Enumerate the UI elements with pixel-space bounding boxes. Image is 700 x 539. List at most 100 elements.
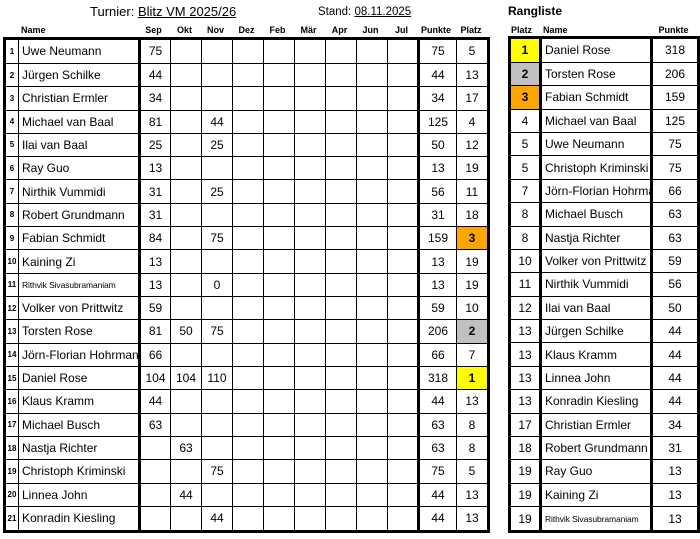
punkte-value: 75	[417, 459, 457, 484]
standings-row: 4 Michael van Baal 81 44 125 4	[4, 109, 489, 134]
rank-value: 10	[509, 248, 541, 274]
platz-value: 8	[456, 412, 489, 437]
month-score-nov	[201, 38, 233, 64]
month-score-mar	[294, 365, 326, 391]
month-score-sep: 84	[139, 226, 171, 251]
standings-row: 12 Volker von Prittwitz 59 59 10	[4, 295, 489, 321]
month-score-feb	[263, 342, 295, 367]
month-score-mar	[294, 295, 326, 321]
month-score-nov	[201, 412, 233, 437]
month-score-okt	[170, 226, 202, 251]
month-header-dez: Dez	[238, 25, 255, 35]
standings-row: 15 Daniel Rose 104 104 110 318 1	[4, 365, 489, 391]
rangliste-row: 13 Linnea John 44	[509, 365, 699, 391]
month-score-nov: 75	[201, 459, 233, 484]
punkte-value: 44	[417, 389, 457, 414]
month-score-okt	[170, 132, 202, 158]
month-score-mar	[294, 459, 326, 484]
month-score-feb	[263, 412, 295, 437]
month-score-dez	[232, 179, 264, 204]
month-score-jun	[356, 86, 388, 111]
month-score-jun	[356, 202, 388, 228]
punkte-value: 63	[417, 435, 457, 461]
punkte-value: 75	[650, 155, 699, 180]
punkte-value: 75	[417, 38, 457, 64]
month-score-jun	[356, 272, 388, 298]
punkte-value: 63	[417, 412, 457, 437]
month-score-jul	[387, 249, 419, 274]
player-name: Ray Guo	[539, 459, 652, 484]
month-score-sep: 81	[139, 109, 171, 134]
month-score-okt	[170, 459, 202, 484]
month-score-apr	[325, 132, 357, 158]
month-score-apr	[325, 459, 357, 484]
punkte-value: 34	[417, 86, 457, 111]
rangliste-row: 5 Christoph Kriminski 75	[509, 155, 699, 180]
month-score-sep	[139, 459, 171, 484]
month-score-apr	[325, 38, 357, 64]
row-number-header	[3, 25, 17, 36]
month-score-sep: 59	[139, 295, 171, 321]
month-header-sep: Sep	[145, 25, 162, 35]
rank-value: 8	[509, 225, 541, 250]
platz-value: 13	[456, 389, 489, 414]
month-score-okt: 50	[170, 319, 202, 344]
rangliste-row: 5 Uwe Neumann 75	[509, 132, 699, 157]
month-score-jun	[356, 132, 388, 158]
platz-header: Platz	[460, 25, 482, 35]
row-number: 16	[4, 389, 19, 414]
month-score-okt	[170, 295, 202, 321]
month-score-sep: 81	[139, 319, 171, 344]
month-score-nov	[201, 435, 233, 461]
punkte-value: 59	[650, 248, 699, 274]
standings-row: 11 Rithvik Sivasubramaniam 13 0 13 19	[4, 272, 489, 298]
month-score-apr	[325, 295, 357, 321]
player-name: Fabian Schmidt	[539, 85, 652, 110]
month-score-dez	[232, 505, 264, 533]
rangliste-row: 7 Jörn-Florian Hohrmann 66	[509, 178, 699, 204]
month-score-mar	[294, 482, 326, 507]
month-score-sep: 13	[139, 249, 171, 274]
month-score-nov: 110	[201, 365, 233, 391]
row-number: 10	[4, 249, 19, 274]
player-name: Christian Ermler	[539, 412, 652, 437]
month-score-dez	[232, 156, 264, 181]
month-score-nov: 75	[201, 319, 233, 344]
stand-value: 08.11.2025	[354, 6, 412, 18]
player-name: Uwe Neumann	[539, 132, 652, 157]
month-score-okt	[170, 86, 202, 111]
rangliste-row: 19 Kaining Zi 13	[509, 482, 699, 508]
month-score-jun	[356, 412, 388, 437]
rank-value: 13	[509, 342, 541, 367]
month-score-okt	[170, 505, 202, 533]
punkte-value: 44	[417, 505, 457, 533]
punkte-value: 44	[650, 389, 699, 414]
punkte-value: 44	[417, 482, 457, 507]
month-score-feb	[263, 202, 295, 228]
rank-value: 17	[509, 412, 541, 437]
punkte-value: 206	[650, 61, 699, 87]
month-score-mar	[294, 342, 326, 367]
standings-row: 17 Michael Busch 63 63 8	[4, 412, 489, 437]
month-score-okt	[170, 342, 202, 367]
month-header-jul: Jul	[394, 25, 408, 35]
standings-row: 16 Klaus Kramm 44 44 13	[4, 389, 489, 414]
month-score-mar	[294, 389, 326, 414]
rangliste-row: 11 Nirthik Vummidi 56	[509, 272, 699, 297]
name-header: Name	[21, 25, 46, 35]
month-header-apr: Apr	[331, 25, 348, 35]
rangliste-table-body: 1 Daniel Rose 318 2 Torsten Rose 206 3 F…	[509, 37, 699, 532]
month-score-apr	[325, 62, 357, 88]
player-name: Linnea John	[539, 365, 652, 391]
month-score-okt	[170, 62, 202, 88]
month-score-dez	[232, 272, 264, 298]
punkte-value: 13	[650, 459, 699, 484]
player-name: Michael van Baal	[539, 108, 652, 134]
punkte-value: 56	[650, 272, 699, 297]
month-score-sep: 13	[139, 156, 171, 181]
standings-row: 2 Jürgen Schilke 44 44 13	[4, 62, 489, 88]
month-score-dez	[232, 86, 264, 111]
row-number: 3	[4, 86, 19, 111]
rank-value: 5	[509, 132, 541, 157]
month-score-jul	[387, 505, 419, 533]
